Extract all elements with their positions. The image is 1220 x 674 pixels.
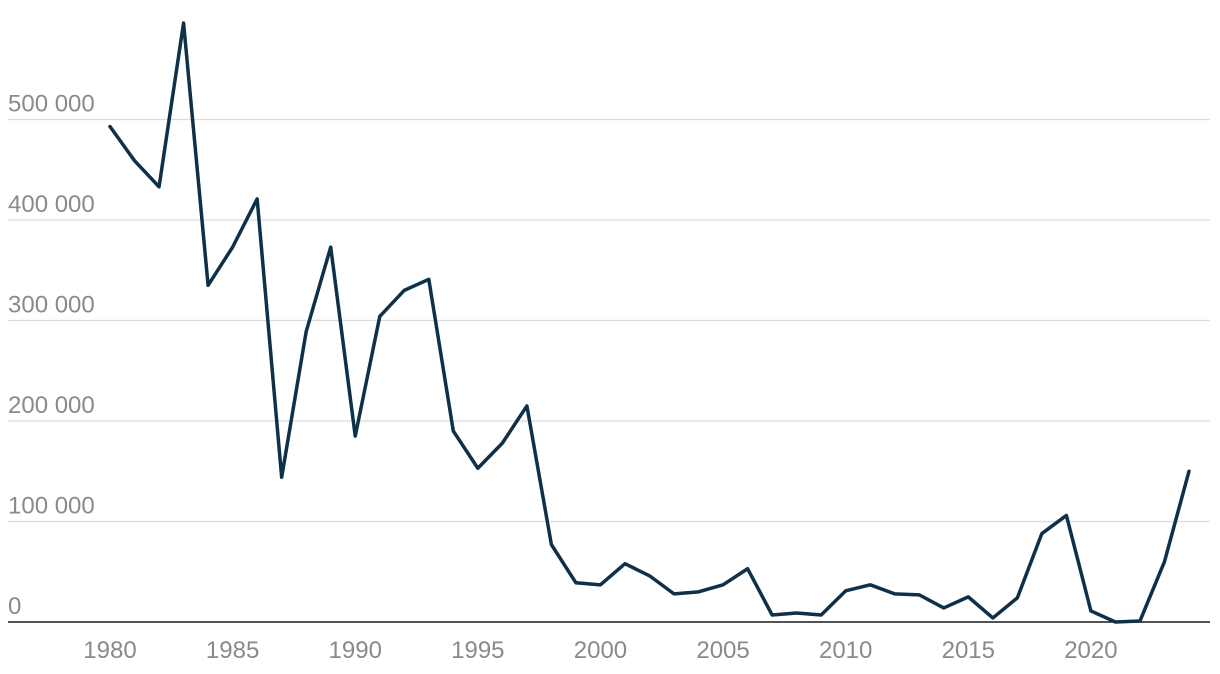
gridlines (8, 118, 1210, 523)
x-tick-label: 1990 (329, 637, 382, 664)
series-layer (108, 21, 1191, 624)
y-tick-label: 300 000 (8, 292, 95, 319)
y-axis-ticks: 0 100 000 200 000 300 000 400 000 500 000 (8, 91, 95, 621)
x-tick-label: 2005 (696, 637, 749, 664)
x-tick-label: 1995 (451, 637, 504, 664)
x-tick-label: 1985 (206, 637, 259, 664)
series-line (108, 21, 1191, 624)
x-tick-label: 2010 (819, 637, 872, 664)
y-tick-label: 400 000 (8, 191, 95, 218)
x-tick-label: 2020 (1064, 637, 1117, 664)
y-tick-label: 0 (8, 593, 21, 620)
x-tick-label: 2015 (942, 637, 995, 664)
y-tick-label: 500 000 (8, 91, 95, 118)
y-tick-label: 100 000 (8, 493, 95, 520)
y-tick-label: 200 000 (8, 392, 95, 419)
x-tick-label: 1980 (83, 637, 136, 664)
x-tick-label: 2000 (574, 637, 627, 664)
x-axis-ticks: 1980 1985 1990 1995 2000 2005 2010 2015 2020 (83, 637, 1117, 664)
